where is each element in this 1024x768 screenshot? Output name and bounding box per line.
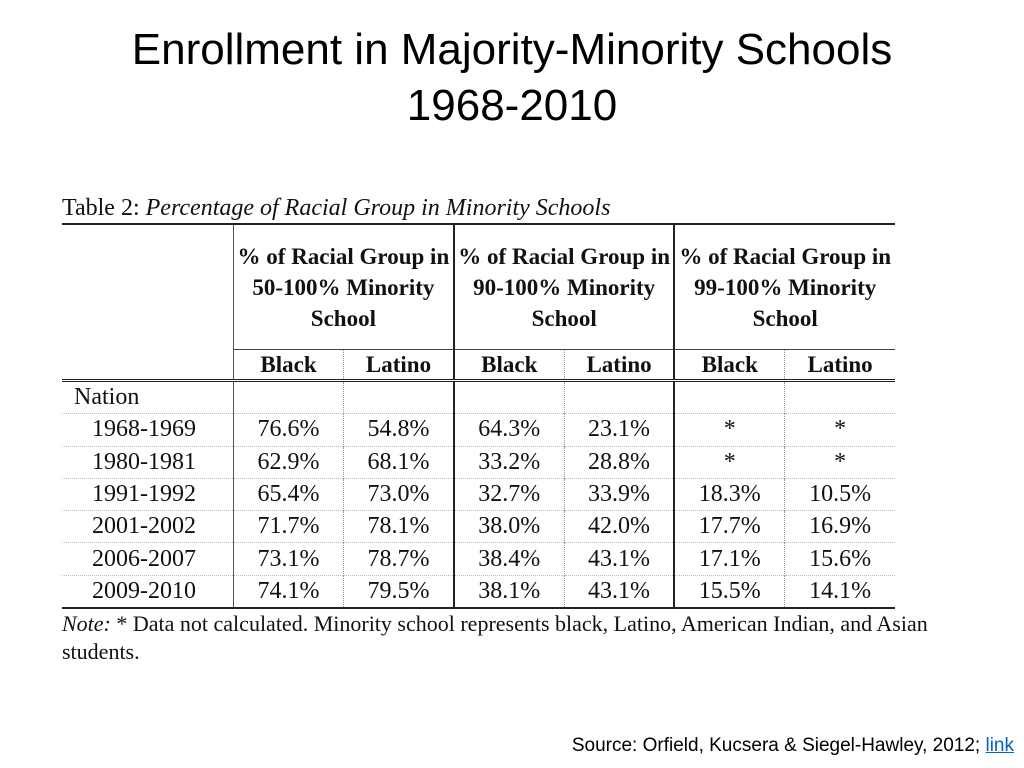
cell-value: * — [784, 413, 895, 447]
cell-value: 15.5% — [673, 574, 785, 610]
source-link[interactable]: link — [985, 735, 1014, 756]
subheader-black: Black — [673, 349, 785, 382]
row-year: 1968-1969 — [62, 413, 234, 447]
cell-value: 68.1% — [343, 445, 454, 479]
cell-value: 33.2% — [452, 445, 565, 479]
note-label: Note: — [62, 611, 111, 637]
cell-value: 64.3% — [452, 413, 565, 447]
cell-value: 65.4% — [232, 477, 344, 511]
cell-value: 32.7% — [452, 477, 565, 511]
cell-value: 43.1% — [563, 574, 675, 610]
source-citation: Source: Orfield, Kucsera & Siegel-Hawley… — [572, 735, 1014, 757]
cell-value: 73.1% — [232, 542, 344, 576]
cell-value: 76.6% — [232, 413, 344, 447]
cell-value: 78.1% — [343, 510, 454, 543]
cell-value: 14.1% — [784, 574, 895, 610]
title-line-1: Enrollment in Majority-Minority Schools — [131, 25, 893, 74]
caption-title: Percentage of Racial Group in Minority S… — [145, 195, 611, 221]
cell-value: 42.0% — [563, 510, 675, 543]
row-year: 1980-1981 — [62, 445, 234, 479]
cell-value: * — [784, 445, 895, 479]
cell-value: 79.5% — [343, 574, 454, 610]
table-figure: Table 2: Percentage of Racial Group in M… — [62, 193, 972, 666]
subheader-black: Black — [232, 349, 344, 382]
cell-value: 17.7% — [673, 510, 785, 543]
cell-value: * — [673, 445, 785, 479]
section-label-nation: Nation — [74, 384, 140, 411]
cell-value: 62.9% — [232, 445, 344, 479]
cell-value: 33.9% — [563, 477, 675, 511]
enrollment-table: % of Racial Group in 50-100% Minority Sc… — [62, 223, 895, 610]
cell-value: 73.0% — [343, 477, 454, 511]
subheader-latino: Latino — [563, 349, 675, 382]
slide-title: Enrollment in Majority-Minority Schools … — [0, 22, 1024, 134]
row-year: 1991-1992 — [62, 477, 234, 511]
table-caption: Table 2: Percentage of Racial Group in M… — [62, 193, 972, 223]
cell-value: 43.1% — [563, 542, 675, 576]
header-corner — [62, 223, 234, 350]
table-row: 1991-1992 65.4% 73.0% 32.7% 33.9% 18.3% … — [62, 477, 895, 511]
source-text: Source: Orfield, Kucsera & Siegel-Hawley… — [571, 735, 986, 756]
table-row: 1980-1981 62.9% 68.1% 33.2% 28.8% * * — [62, 445, 895, 479]
cell-value: 17.1% — [673, 542, 785, 576]
table-row: 2001-2002 71.7% 78.1% 38.0% 42.0% 17.7% … — [62, 510, 895, 543]
note-text: * Data not calculated. Minority school r… — [62, 611, 928, 665]
subheader-corner — [62, 349, 234, 382]
group-header-99-100: % of Racial Group in 99-100% Minority Sc… — [673, 223, 895, 350]
row-year: 2009-2010 — [62, 574, 234, 610]
group-header-90-100: % of Racial Group in 90-100% Minority Sc… — [452, 223, 675, 350]
table-row: 2009-2010 74.1% 79.5% 38.1% 43.1% 15.5% … — [62, 574, 895, 610]
cell-value: 18.3% — [673, 477, 785, 511]
table-row: 1968-1969 76.6% 54.8% 64.3% 23.1% * * — [62, 413, 895, 447]
cell-value: 15.6% — [784, 542, 895, 576]
cell-value: 10.5% — [784, 477, 895, 511]
cell-value: 38.0% — [452, 510, 565, 543]
cell-value: 16.9% — [784, 510, 895, 543]
cell-value: 38.1% — [452, 574, 565, 610]
table-note: Note: * Data not calculated. Minority sc… — [62, 610, 972, 666]
table-row-section: Nation — [62, 380, 895, 414]
table-row: 2006-2007 73.1% 78.7% 38.4% 43.1% 17.1% … — [62, 542, 895, 576]
subheader-latino: Latino — [343, 349, 454, 382]
cell-value: * — [673, 413, 785, 447]
row-year: 2001-2002 — [62, 510, 234, 543]
cell-value: 54.8% — [343, 413, 454, 447]
cell-value: 78.7% — [343, 542, 454, 576]
cell-value: 23.1% — [563, 413, 675, 447]
subheader-latino: Latino — [784, 349, 895, 382]
group-header-50-100: % of Racial Group in 50-100% Minority Sc… — [232, 223, 454, 350]
title-line-2: 1968-2010 — [406, 81, 618, 130]
cell-value: 38.4% — [452, 542, 565, 576]
row-year: 2006-2007 — [62, 542, 234, 576]
subheader-black: Black — [452, 349, 565, 382]
caption-prefix: Table 2: — [62, 195, 146, 221]
cell-value: 74.1% — [232, 574, 344, 610]
cell-value: 71.7% — [232, 510, 344, 543]
cell-value: 28.8% — [563, 445, 675, 479]
